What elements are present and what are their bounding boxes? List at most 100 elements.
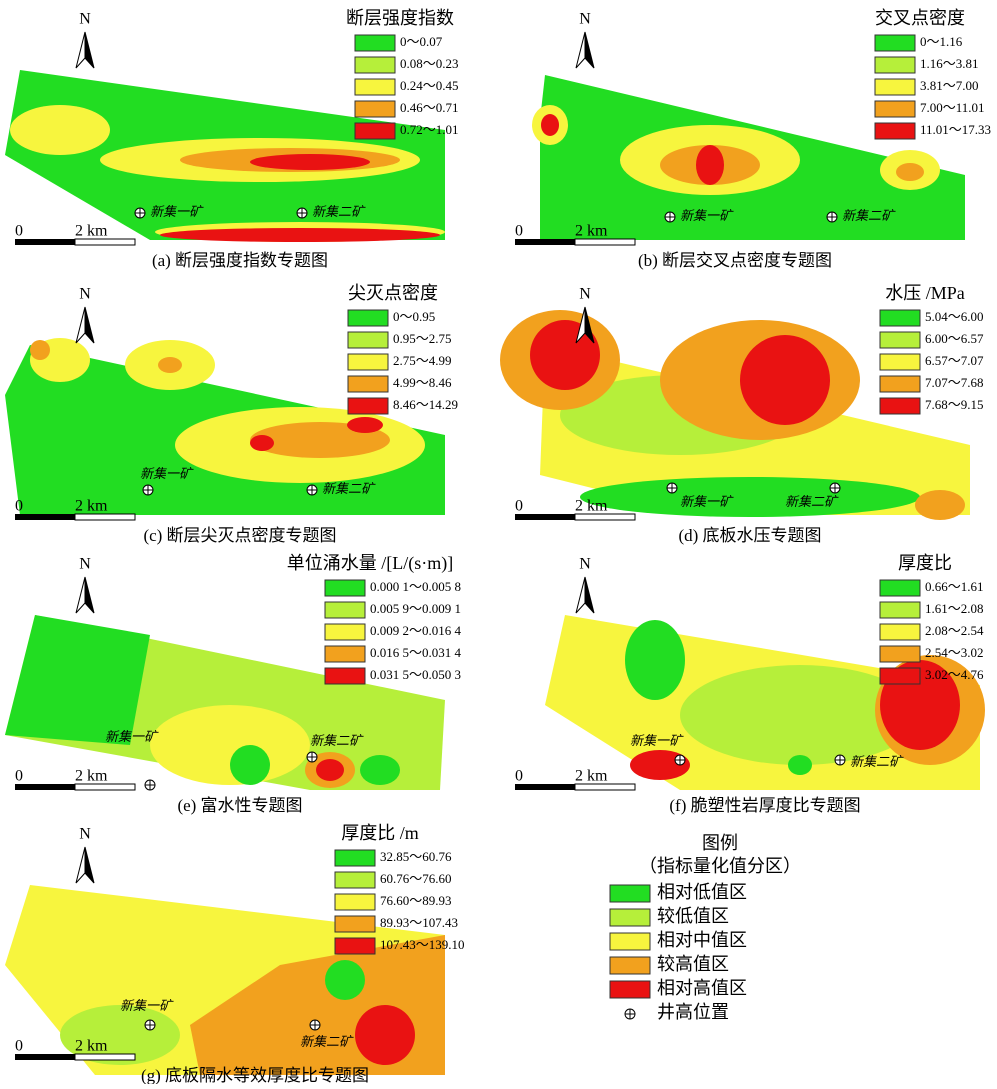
mine-label: 新集一矿 (630, 733, 684, 748)
panel-caption: (d) 底板水压专题图 (678, 526, 821, 545)
map-zone (740, 335, 830, 425)
map-zone (158, 357, 182, 373)
map-panel: N02 km新集一矿新集二矿5.04～6.006.00～6.576.57～7.0… (500, 283, 984, 545)
north-arrow (576, 32, 585, 68)
legend-item: 7.00～11.01 (920, 100, 985, 115)
legend-item: 较高值区 (657, 954, 729, 974)
legend-swatch (880, 602, 920, 618)
mine-label: 新集二矿 (842, 208, 896, 223)
panel-caption: (e) 富水性专题图 (177, 796, 302, 815)
legend-title: 断层强度指数 (346, 8, 454, 28)
panel-legend: 5.04～6.006.00～6.576.57～7.077.07～7.687.68… (880, 309, 984, 414)
legend-swatch (610, 957, 650, 974)
legend-item: 6.57～7.07 (925, 353, 984, 368)
legend-subtitle: （指标量化值分区） (639, 856, 801, 876)
legend-item: 32.85～60.76 (380, 849, 452, 864)
scale-end: 2 km (575, 498, 608, 515)
legend-swatch (610, 933, 650, 950)
legend-item: 6.00～6.57 (925, 331, 984, 346)
legend-item: 0.24～0.45 (400, 78, 459, 93)
scale-bar (575, 784, 635, 790)
panel-caption: (g) 底板隔水等效厚度比专题图 (141, 1066, 369, 1084)
legend-swatch (880, 376, 920, 392)
scale-end: 2 km (575, 223, 608, 240)
scale-bar (75, 784, 135, 790)
north-label: N (579, 11, 591, 28)
north-label: N (79, 556, 91, 573)
scale-bar (15, 514, 75, 520)
legend-swatch (610, 981, 650, 998)
legend-title: 尖灭点密度 (348, 283, 438, 303)
legend-item: 相对高值区 (657, 978, 747, 998)
mine-label: 新集二矿 (850, 754, 904, 769)
legend-swatch (335, 850, 375, 866)
panel-caption: (a) 断层强度指数专题图 (152, 251, 328, 270)
north-label: N (579, 286, 591, 303)
scale-start: 0 (515, 498, 523, 515)
legend-swatch (348, 398, 388, 414)
map-zone (788, 755, 812, 775)
legend-item: 2.54～3.02 (925, 645, 984, 660)
legend-swatch (355, 57, 395, 73)
legend-swatch (355, 101, 395, 117)
legend-swatch (875, 35, 915, 51)
legend-item: 4.99～8.46 (393, 375, 452, 390)
legend-title: 单位涌水量 /[L/(s·m)] (287, 553, 453, 574)
legend-title: 厚度比 /m (341, 823, 419, 843)
mine-label: 新集一矿 (120, 998, 174, 1013)
legend-swatch (348, 354, 388, 370)
mine-label: 新集一矿 (105, 729, 159, 744)
legend-swatch (335, 894, 375, 910)
north-arrow (85, 847, 94, 883)
legend-swatch (348, 376, 388, 392)
mine-label: 新集二矿 (322, 481, 376, 496)
north-arrow (76, 847, 85, 883)
map-zone (915, 490, 965, 520)
scale-start: 0 (15, 223, 23, 240)
legend-item: 1.61～2.08 (925, 601, 984, 616)
legend-swatch (335, 872, 375, 888)
legend-swatch (880, 310, 920, 326)
map-zone (160, 228, 440, 242)
legend-swatch (880, 332, 920, 348)
scale-start: 0 (15, 768, 23, 785)
panel-caption: (c) 断层尖灭点密度专题图 (143, 526, 336, 545)
legend-swatch (355, 79, 395, 95)
legend-swatch (875, 123, 915, 139)
legend-title: 图例 (702, 833, 738, 853)
map-zone (230, 745, 270, 785)
scale-bar (15, 784, 75, 790)
north-arrow (85, 307, 94, 343)
panel-legend: 0～0.070.08～0.230.24～0.450.46～0.710.72～1.… (355, 34, 459, 139)
legend-item: 0.016 5～0.031 4 (370, 645, 462, 660)
north-arrow (585, 577, 594, 613)
legend-item: 0.08～0.23 (400, 56, 459, 71)
mine-label: 新集二矿 (310, 733, 364, 748)
map-zone (316, 759, 344, 781)
map-zone (580, 477, 920, 517)
scale-start: 0 (15, 498, 23, 515)
legend-item: 0.46～0.71 (400, 100, 459, 115)
north-arrow (76, 577, 85, 613)
north-arrow (585, 32, 594, 68)
legend-swatch (610, 909, 650, 926)
legend-swatch (880, 624, 920, 640)
mine-label: 新集二矿 (785, 494, 839, 509)
legend-swatch (325, 580, 365, 596)
legend-item: 107.43～139.10 (380, 937, 465, 952)
legend-item: 3.02～4.76 (925, 667, 984, 682)
legend-item: 0.009 2～0.016 4 (370, 623, 462, 638)
mine-label: 新集一矿 (680, 208, 734, 223)
map-zone (896, 163, 924, 181)
map-panel: N02 km新集一矿新集二矿0～0.950.95～2.752.75～4.994.… (5, 283, 458, 545)
panel-legend: 32.85～60.7660.76～76.6076.60～89.9389.93～1… (335, 849, 465, 954)
north-label: N (79, 826, 91, 843)
north-arrow (85, 577, 94, 613)
legend-item: 0.031 5～0.050 3 (370, 667, 461, 682)
map-zone (250, 435, 274, 451)
legend-item: 7.68～9.15 (925, 397, 984, 412)
legend-title: 厚度比 (898, 553, 952, 573)
legend-item: 2.08～2.54 (925, 623, 984, 638)
